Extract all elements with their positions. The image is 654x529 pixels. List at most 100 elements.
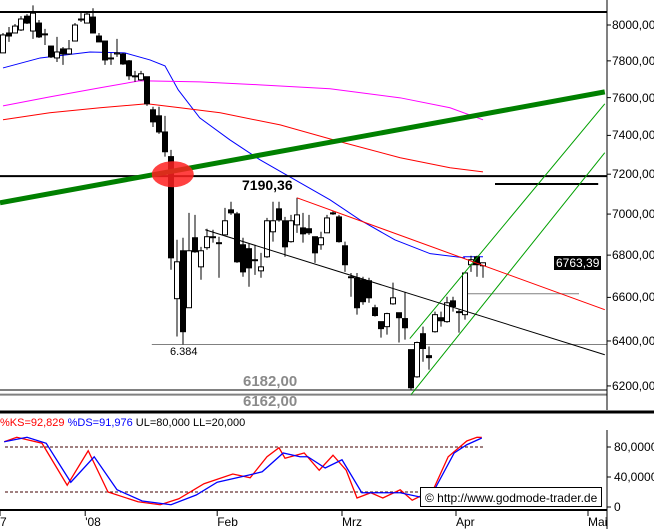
candle-body — [30, 12, 36, 32]
candle-body — [198, 250, 204, 268]
candle — [174, 239, 180, 337]
candle — [78, 12, 84, 22]
candle-body — [246, 248, 252, 269]
last-price-badge: 6763,39 — [554, 256, 602, 270]
candle-body — [132, 75, 138, 78]
candle-body — [396, 312, 402, 319]
candle — [162, 115, 168, 157]
candle-body — [162, 131, 168, 153]
candle-body — [120, 53, 126, 65]
candle-body — [354, 277, 360, 309]
candle — [30, 5, 36, 39]
price-tick-label: 7800,00 — [612, 53, 654, 68]
candle — [378, 321, 384, 338]
candle-body — [402, 318, 408, 329]
candle — [318, 231, 324, 250]
candle-body — [426, 355, 432, 359]
candle — [468, 255, 474, 272]
candle-body — [342, 245, 348, 266]
candle-body — [96, 35, 102, 43]
candle — [288, 214, 294, 243]
candle-body — [168, 156, 174, 259]
time-tick-label: 7 — [0, 515, 7, 529]
candle-body — [408, 349, 414, 389]
price-tick-label: 7000,00 — [612, 207, 654, 222]
candle-body — [114, 52, 120, 55]
candle — [414, 341, 420, 378]
candle-body — [66, 48, 72, 55]
candle-body — [366, 280, 372, 299]
candle — [300, 212, 306, 243]
candle — [408, 349, 414, 390]
candle-body — [84, 13, 90, 24]
candle-body — [42, 33, 48, 36]
candle — [120, 52, 126, 65]
candle-body — [264, 220, 270, 258]
candle-body — [36, 22, 42, 38]
candle-body — [444, 302, 450, 323]
candle-body — [306, 228, 312, 234]
candle — [102, 40, 108, 65]
candle — [390, 282, 396, 305]
candle-body — [174, 261, 180, 300]
stoch-tick-label: 80,0000 — [614, 440, 654, 454]
candle — [348, 272, 354, 297]
candle-body — [312, 236, 318, 254]
candle — [252, 244, 258, 275]
time-tick-label: '08 — [85, 515, 101, 529]
ma-magenta-line — [2, 80, 484, 121]
candle-body — [348, 276, 354, 279]
candle-body — [126, 60, 132, 77]
candle-body — [228, 209, 234, 214]
candle — [48, 45, 54, 58]
candle — [204, 228, 210, 250]
candle — [372, 304, 378, 317]
candle-body — [240, 244, 246, 273]
candle — [258, 252, 264, 278]
candle — [114, 38, 120, 57]
candle — [222, 207, 228, 236]
price-tick-label: 6400,00 — [612, 333, 654, 348]
candle — [450, 296, 456, 312]
trend-red-down — [296, 197, 605, 311]
candle-body — [210, 236, 216, 239]
price-tick-label: 7200,00 — [612, 167, 654, 182]
candle-body — [6, 32, 12, 37]
channel-green-lower — [410, 152, 606, 395]
time-tick-label: Mai — [588, 515, 608, 529]
candle-body — [252, 259, 258, 262]
price-plot — [0, 5, 607, 396]
level-6162-label: 6162,00 — [243, 393, 298, 410]
candle — [132, 70, 138, 82]
candle-body — [372, 307, 378, 317]
low-6384-label: 6.384 — [170, 346, 198, 358]
candle-body — [276, 208, 282, 221]
candle — [234, 211, 240, 263]
highlight-marker — [151, 161, 194, 188]
candle — [444, 296, 450, 323]
candle-body — [12, 25, 18, 34]
candle-body — [300, 227, 306, 235]
candle — [192, 214, 198, 253]
trend-black-down — [205, 229, 605, 356]
price-tick-label: 6600,00 — [612, 290, 654, 305]
candle — [438, 311, 444, 327]
candle-body — [420, 333, 426, 350]
copyright-notice: © http://www.godmode-trader.de — [420, 487, 603, 507]
candle — [84, 11, 90, 24]
stochastic-header: %KS=92,829 %DS=91,976 UL=80,000 LL=20,00… — [0, 417, 245, 429]
candle-body — [462, 272, 468, 316]
price-tick-label: 6200,00 — [612, 378, 654, 393]
candle-body — [204, 236, 210, 249]
candle-body — [222, 220, 228, 236]
trend-green-thick — [0, 89, 606, 206]
candle-body — [18, 18, 24, 31]
candle — [108, 52, 114, 65]
stoch-tick-label: 0 — [614, 500, 621, 514]
candle-body — [288, 220, 294, 243]
candle — [138, 70, 144, 81]
candle — [312, 236, 318, 263]
candle-body — [192, 237, 198, 253]
candle-body — [384, 313, 390, 328]
candle-body — [324, 217, 330, 234]
